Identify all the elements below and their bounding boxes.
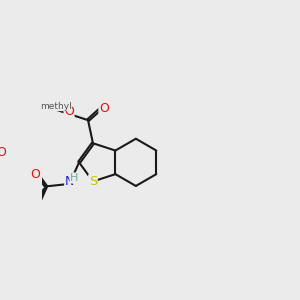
Text: O: O xyxy=(0,146,6,159)
Text: N: N xyxy=(65,175,74,188)
Text: O: O xyxy=(99,102,109,115)
Text: S: S xyxy=(89,175,97,188)
Text: methyl: methyl xyxy=(40,102,71,111)
Text: O: O xyxy=(31,168,40,181)
Text: H: H xyxy=(70,173,79,183)
Text: O: O xyxy=(64,106,74,118)
